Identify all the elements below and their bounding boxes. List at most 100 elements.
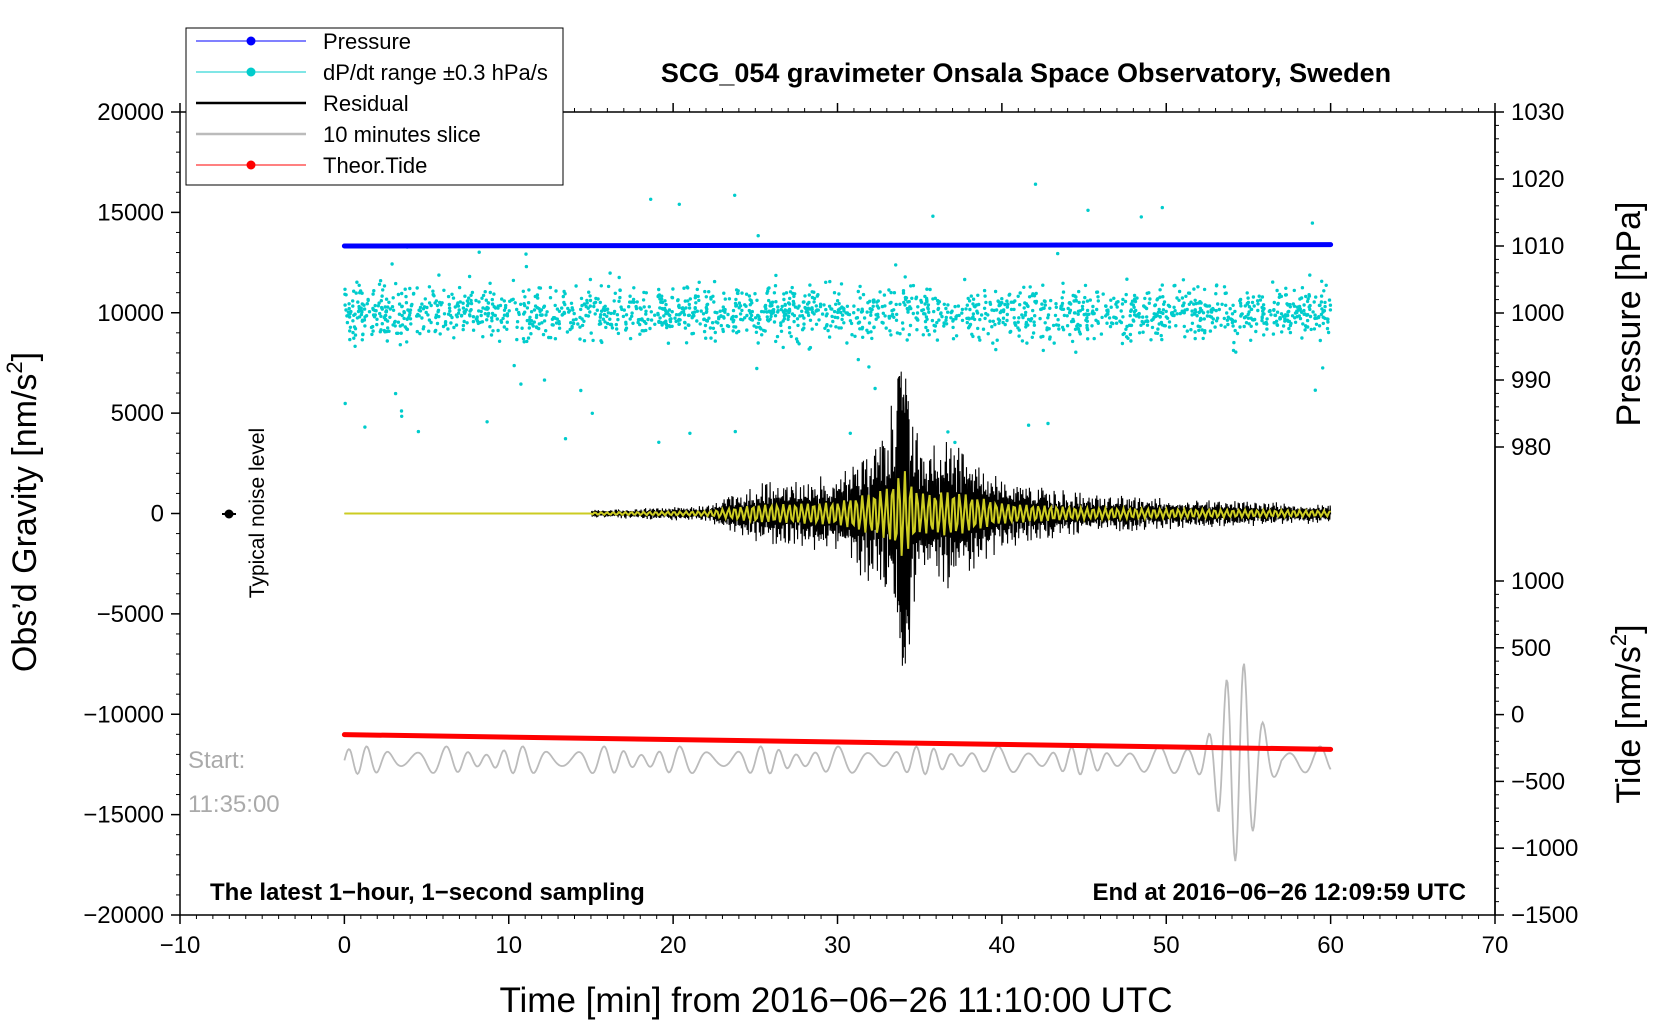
dpdt-point <box>418 331 422 336</box>
dpdt-point <box>1210 321 1215 325</box>
dpdt-point <box>378 279 383 283</box>
dpdt-point <box>660 323 664 327</box>
dpdt-point <box>1214 319 1219 323</box>
start-time: 11:35:00 <box>188 791 280 818</box>
dpdt-point <box>588 277 593 282</box>
dpdt-point <box>385 339 389 343</box>
dpdt-point <box>1284 314 1288 318</box>
dpdt-point <box>1196 285 1200 289</box>
dpdt-point <box>656 313 660 317</box>
dpdt-point <box>753 292 757 296</box>
dpdt-point <box>618 295 622 300</box>
dpdt-point <box>1280 330 1284 334</box>
dpdt-point <box>343 303 347 307</box>
dpdt-point <box>578 337 582 341</box>
dpdt-point <box>471 315 476 319</box>
dpdt-point <box>1082 312 1086 317</box>
dpdt-point <box>359 312 364 317</box>
dpdt-point <box>1099 332 1104 336</box>
dpdt-point <box>1030 293 1034 298</box>
dpdt-point <box>1264 320 1268 325</box>
dpdt-point <box>1080 304 1085 309</box>
dpdt-point <box>703 289 707 294</box>
legend-swatch-dot <box>246 160 256 170</box>
dpdt-point <box>1033 182 1038 186</box>
dpdt-point <box>1096 295 1100 299</box>
dpdt-point <box>1030 335 1035 339</box>
dpdt-point <box>992 308 996 313</box>
dpdt-point <box>810 290 814 294</box>
dpdt-point <box>1164 309 1168 314</box>
dpdt-point <box>461 306 466 310</box>
dpdt-point <box>788 331 792 335</box>
dpdt-point <box>668 317 672 322</box>
dpdt-point <box>1021 315 1025 320</box>
dpdt-point <box>704 295 708 299</box>
dpdt-point <box>1141 330 1145 334</box>
dpdt-point <box>902 300 906 305</box>
dpdt-point <box>352 313 356 317</box>
dpdt-point <box>420 302 424 306</box>
residual-smoothed-line <box>344 471 1332 556</box>
dpdt-point <box>1242 316 1247 320</box>
dpdt-point <box>1216 302 1220 306</box>
dpdt-point <box>585 298 589 303</box>
dpdt-point <box>1160 337 1164 342</box>
dpdt-point <box>1251 295 1256 299</box>
dpdt-point <box>1287 326 1291 331</box>
dpdt-point <box>663 306 667 311</box>
dpdt-point <box>382 328 386 333</box>
dpdt-point <box>360 302 364 306</box>
dpdt-point <box>649 318 654 322</box>
dpdt-point <box>347 302 351 306</box>
dpdt-point <box>492 305 496 309</box>
dpdt-point <box>1005 312 1009 317</box>
dpdt-point <box>447 302 451 307</box>
dpdt-point <box>515 325 519 329</box>
dpdt-point <box>630 314 634 318</box>
dpdt-point <box>599 309 604 313</box>
dpdt-point <box>840 305 844 309</box>
dpdt-point <box>1152 312 1156 316</box>
dpdt-point <box>1084 318 1088 322</box>
dpdt-point <box>604 325 608 330</box>
dpdt-point <box>1022 285 1026 289</box>
dpdt-point <box>1245 291 1249 295</box>
dpdt-point <box>603 320 607 324</box>
dpdt-point <box>890 309 894 313</box>
dpdt-point <box>1145 315 1149 319</box>
dpdt-point <box>816 293 820 297</box>
dpdt-point <box>402 316 406 321</box>
dpdt-point <box>502 325 506 329</box>
dpdt-point <box>427 301 432 305</box>
dpdt-point <box>702 317 706 321</box>
dpdt-point <box>1308 273 1312 277</box>
dpdt-point <box>1041 348 1046 353</box>
dpdt-point <box>1153 303 1157 308</box>
legend-label: 10 minutes slice <box>323 122 481 147</box>
dpdt-point <box>796 323 800 328</box>
x-tick-label: 40 <box>989 932 1016 959</box>
dpdt-point <box>554 321 559 325</box>
dpdt-point <box>1256 302 1260 306</box>
dpdt-point <box>609 311 613 316</box>
dpdt-point <box>964 307 968 311</box>
dpdt-point <box>1073 311 1077 315</box>
dpdt-point <box>854 316 859 320</box>
dpdt-point <box>1309 327 1313 332</box>
dpdt-point <box>882 293 887 297</box>
dpdt-point <box>667 324 671 328</box>
dpdt-point <box>748 316 752 321</box>
dpdt-point <box>567 310 571 314</box>
dpdt-point <box>762 310 766 314</box>
dpdt-point <box>1260 318 1264 323</box>
dpdt-point <box>771 307 776 312</box>
dpdt-point <box>1074 299 1078 303</box>
dpdt-point <box>779 329 784 333</box>
dpdt-point <box>1017 316 1021 320</box>
dpdt-point <box>1178 311 1183 316</box>
dpdt-point <box>895 312 899 317</box>
legend-box <box>185 27 564 186</box>
dpdt-point <box>599 339 603 343</box>
dpdt-point <box>942 302 946 306</box>
